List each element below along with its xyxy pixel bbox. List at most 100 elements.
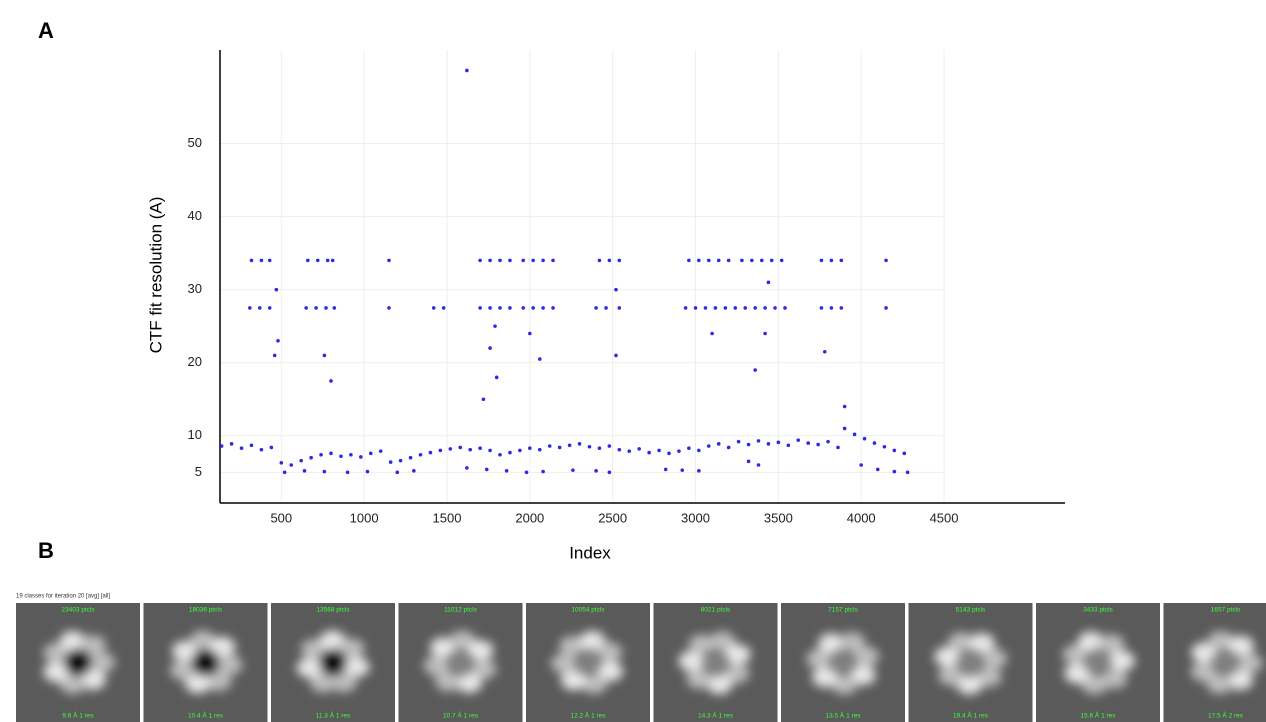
point xyxy=(637,447,641,451)
point xyxy=(726,445,731,450)
point xyxy=(528,331,532,336)
density xyxy=(430,637,457,658)
point xyxy=(687,446,691,451)
class-resolution: 17.5 Å 2 res xyxy=(1208,711,1244,720)
density xyxy=(981,648,1008,669)
point xyxy=(551,306,555,310)
point xyxy=(786,443,791,448)
density xyxy=(1227,670,1254,691)
point xyxy=(349,452,353,457)
point xyxy=(743,306,748,310)
point xyxy=(547,444,552,448)
density xyxy=(706,674,733,695)
point xyxy=(249,443,254,448)
point xyxy=(829,306,834,310)
core xyxy=(191,648,220,677)
density xyxy=(79,635,106,656)
point xyxy=(836,445,840,450)
point xyxy=(875,467,880,472)
point xyxy=(498,452,502,457)
particle xyxy=(934,632,1008,695)
particle xyxy=(1190,630,1263,694)
point xyxy=(819,306,824,310)
point xyxy=(763,306,767,310)
point xyxy=(816,442,820,447)
y-tick-label: 20 xyxy=(188,354,202,369)
point xyxy=(541,469,545,474)
x-tick-label: 500 xyxy=(270,510,292,525)
point xyxy=(713,306,718,310)
point xyxy=(289,463,294,467)
density xyxy=(435,671,462,692)
x-tick-label: 1000 xyxy=(350,510,379,525)
class-resolution: 15.6 Å 1 res xyxy=(1080,711,1116,720)
core xyxy=(319,648,347,677)
class-resolution: 10.4 Å 1 res xyxy=(188,711,224,720)
point xyxy=(521,306,526,310)
point xyxy=(750,258,754,263)
point xyxy=(806,441,810,445)
point xyxy=(723,306,728,310)
core xyxy=(452,654,469,671)
point xyxy=(852,432,857,437)
point xyxy=(395,470,400,475)
point xyxy=(736,439,741,444)
point xyxy=(683,306,688,310)
class-count: 18036 ptcls xyxy=(189,607,223,614)
point xyxy=(322,353,327,358)
density xyxy=(169,659,196,680)
core xyxy=(580,654,596,671)
point xyxy=(267,258,272,263)
density xyxy=(975,666,1002,687)
x-tick-label: 3500 xyxy=(764,510,793,525)
point xyxy=(488,306,492,310)
point xyxy=(753,368,757,372)
point xyxy=(829,258,834,263)
point xyxy=(531,258,535,263)
point xyxy=(826,439,830,444)
particle xyxy=(43,631,115,694)
class-resolution: 10.7 Å 1 res xyxy=(443,711,479,720)
x-tick-label: 3000 xyxy=(681,510,710,525)
core xyxy=(64,648,92,677)
point xyxy=(345,470,350,475)
point xyxy=(418,452,423,457)
point xyxy=(481,397,486,402)
point xyxy=(299,458,303,463)
point xyxy=(839,306,844,310)
particle xyxy=(551,630,624,694)
point xyxy=(882,444,887,449)
density xyxy=(686,668,713,689)
density xyxy=(59,631,86,652)
density xyxy=(579,630,606,651)
particle xyxy=(678,631,751,695)
point xyxy=(322,469,327,474)
point xyxy=(458,445,463,450)
point xyxy=(448,447,453,451)
point xyxy=(773,306,777,310)
point xyxy=(842,426,847,431)
point xyxy=(693,306,698,310)
density xyxy=(470,659,497,680)
point xyxy=(697,469,701,473)
density xyxy=(806,648,833,669)
density xyxy=(1191,642,1218,663)
density xyxy=(184,673,211,694)
particle xyxy=(423,630,497,694)
point xyxy=(332,306,337,310)
y-tick-label: 10 xyxy=(188,427,202,442)
density xyxy=(581,673,608,694)
point xyxy=(504,469,509,473)
class-count: 10054 ptcls xyxy=(571,607,605,614)
density xyxy=(89,652,115,673)
point xyxy=(387,306,391,310)
point xyxy=(468,447,472,452)
point xyxy=(756,439,761,443)
density xyxy=(678,651,705,672)
y-tick-label: 30 xyxy=(188,281,202,296)
density xyxy=(172,640,199,661)
point xyxy=(822,349,827,354)
density xyxy=(1081,674,1108,695)
point xyxy=(776,440,781,445)
point xyxy=(309,455,313,460)
